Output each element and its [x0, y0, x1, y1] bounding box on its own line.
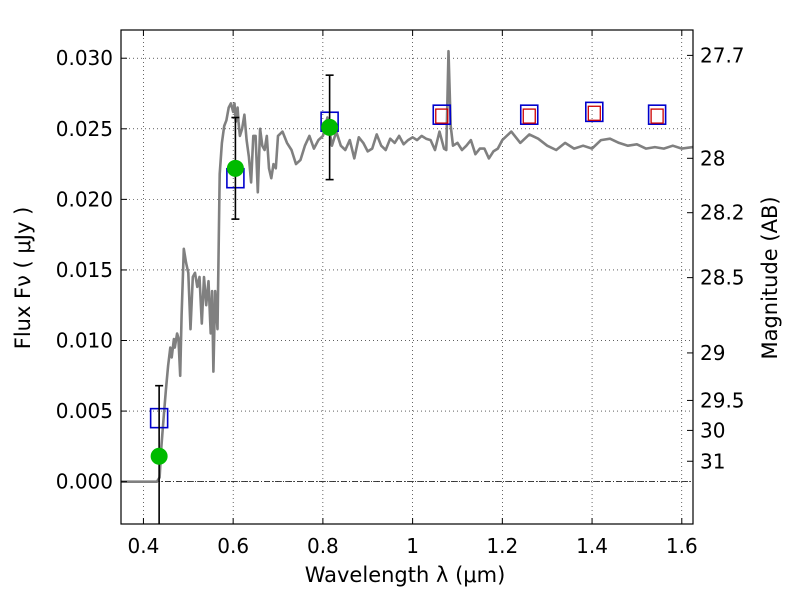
blue-square-marker — [585, 101, 604, 123]
y-tick-label: 0.000 — [56, 470, 113, 494]
y-axis-label: Flux Fν ( μJy ) — [11, 207, 35, 350]
x-tick-label: 1.6 — [666, 534, 698, 558]
green-circle-marker — [226, 159, 244, 177]
plot-frame — [120, 29, 694, 525]
x-tick-label: 1 — [406, 534, 419, 558]
blue-square-marker — [647, 104, 667, 125]
y2-tick-label: 28 — [700, 146, 725, 170]
blue-square-marker — [519, 104, 539, 125]
red-square-marker — [522, 108, 536, 124]
y-tick-label: 0.030 — [56, 46, 113, 70]
y-tick-label: 0.025 — [56, 117, 113, 141]
y-tick-label: 0.015 — [56, 258, 113, 282]
y2-tick-label: 30 — [700, 418, 725, 442]
y2-tick-label: 28.5 — [700, 266, 745, 290]
y2-tick-label: 27.7 — [700, 43, 745, 67]
x-axis-ticks: 0.4 0.6 0.8 1 1.2 1.4 1.6 — [128, 30, 698, 558]
y-tick-label: 0.010 — [56, 329, 113, 353]
green-circle-marker — [150, 447, 168, 465]
y2-axis-ticks: 27.7 28 28.2 28.5 29 29.5 30 31 — [687, 43, 745, 473]
x-axis-label: Wavelength λ (μm) — [305, 563, 506, 587]
spectrum-line — [121, 49, 693, 483]
y2-tick-label: 31 — [700, 449, 725, 473]
x-tick-label: 0.6 — [217, 534, 249, 558]
y-axis-ticks: 0.000 0.005 0.010 0.015 0.020 0.025 0.030 — [56, 46, 127, 494]
red-square-marker — [650, 108, 664, 124]
x-tick-label: 0.4 — [128, 534, 160, 558]
plot-area — [121, 49, 693, 524]
y2-tick-label: 29 — [700, 341, 725, 365]
blue-square-marker — [432, 104, 452, 125]
x-tick-label: 0.8 — [307, 534, 339, 558]
red-square-marker — [435, 108, 449, 124]
y-tick-label: 0.005 — [56, 399, 113, 423]
y2-axis-label: Magnitude (AB) — [758, 196, 782, 359]
x-tick-label: 1.4 — [576, 534, 608, 558]
green-circle-marker — [321, 118, 339, 136]
y-tick-label: 0.020 — [56, 187, 113, 211]
x-tick-label: 1.2 — [486, 534, 518, 558]
red-square-marker — [587, 105, 601, 121]
y2-tick-label: 29.5 — [700, 388, 745, 412]
y2-tick-label: 28.2 — [700, 201, 745, 225]
axes-frame — [120, 29, 694, 525]
